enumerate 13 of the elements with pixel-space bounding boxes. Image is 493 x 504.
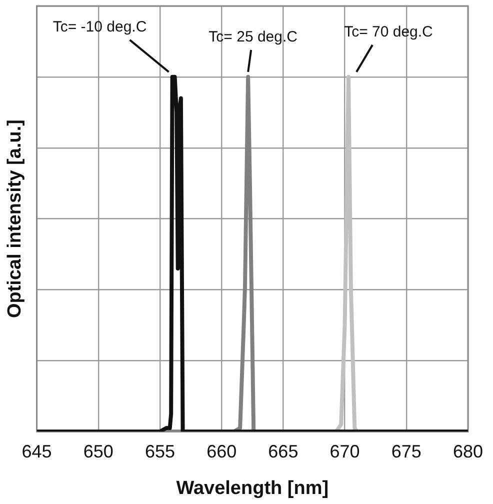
y-axis-title: Optical intensity [a.u.]: [4, 120, 26, 318]
x-tick-label: 665: [268, 441, 298, 462]
x-tick-label: 680: [452, 441, 484, 462]
x-axis-title: Wavelength [nm]: [176, 478, 329, 499]
x-tick-label: 675: [391, 441, 422, 462]
annotation: Tc= -10 deg.C: [52, 18, 147, 36]
x-tick-label: 645: [22, 441, 52, 462]
x-tick-label: 650: [83, 441, 114, 462]
x-tick-label: 660: [206, 441, 237, 462]
x-tick-label: 670: [330, 441, 360, 462]
annotation: Tc= 25 deg.C: [208, 28, 298, 46]
x-tick-label: 655: [144, 441, 176, 462]
annotation: Tc= 70 deg.C: [344, 24, 434, 41]
